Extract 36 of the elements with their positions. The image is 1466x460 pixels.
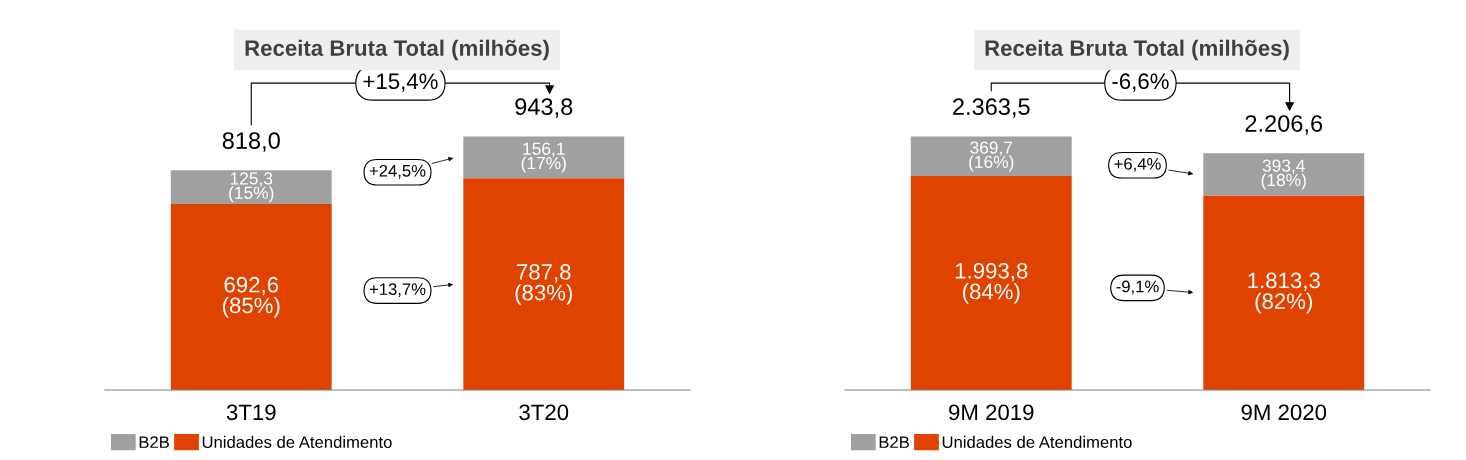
data-label: 1.993,8 (84%) [955, 262, 1028, 304]
bar [170, 203, 332, 390]
annotation: +13,7% [369, 283, 426, 298]
total-label: 2.206,6 [1245, 115, 1323, 135]
text: +15,4% [363, 73, 438, 92]
bar [1203, 153, 1365, 196]
x-tick-label: 3T19 [226, 404, 276, 421]
data-label: 787,8 (83%) [515, 264, 573, 305]
legend-label: B2B [139, 436, 169, 448]
bar [463, 178, 625, 390]
total-label: 818,0 [222, 132, 280, 152]
bar [170, 170, 332, 204]
x-tick-label: 9M 2020 [1241, 404, 1327, 421]
annotation: +24,5% [369, 164, 426, 179]
data-label: 369,7 (16%) [969, 141, 1014, 172]
chart-title: Receita Bruta Total (milhões) [985, 39, 1289, 61]
legend-label: Unidades de Atendimento [942, 435, 1132, 449]
data-label: 1.813,3 (82%) [1248, 272, 1320, 314]
total-label: 943,8 [515, 98, 573, 118]
data-label: 393,4 (18%) [1261, 159, 1306, 190]
bar [910, 136, 1072, 177]
annotation: +6,4% [1114, 157, 1161, 172]
x-tick-label: 9M 2019 [949, 404, 1034, 421]
legend-label: Unidades de Atendimento [202, 435, 392, 449]
legend-label: B2B [879, 436, 909, 448]
annotation: -9,1% [1116, 280, 1159, 295]
data-label: 156,1 (17%) [521, 142, 566, 173]
x-tick-label: 3T20 [519, 404, 569, 421]
text: -6,6% [1112, 73, 1169, 92]
total-label: 2.363,5 [953, 98, 1030, 118]
data-label: 125,3 (15%) [229, 172, 274, 203]
bar [910, 176, 1072, 390]
data-label: 692,6 (85%) [222, 276, 280, 318]
bar [463, 136, 625, 179]
chart-title: Receita Bruta Total (milhões) [245, 39, 549, 61]
bar [1203, 195, 1365, 390]
